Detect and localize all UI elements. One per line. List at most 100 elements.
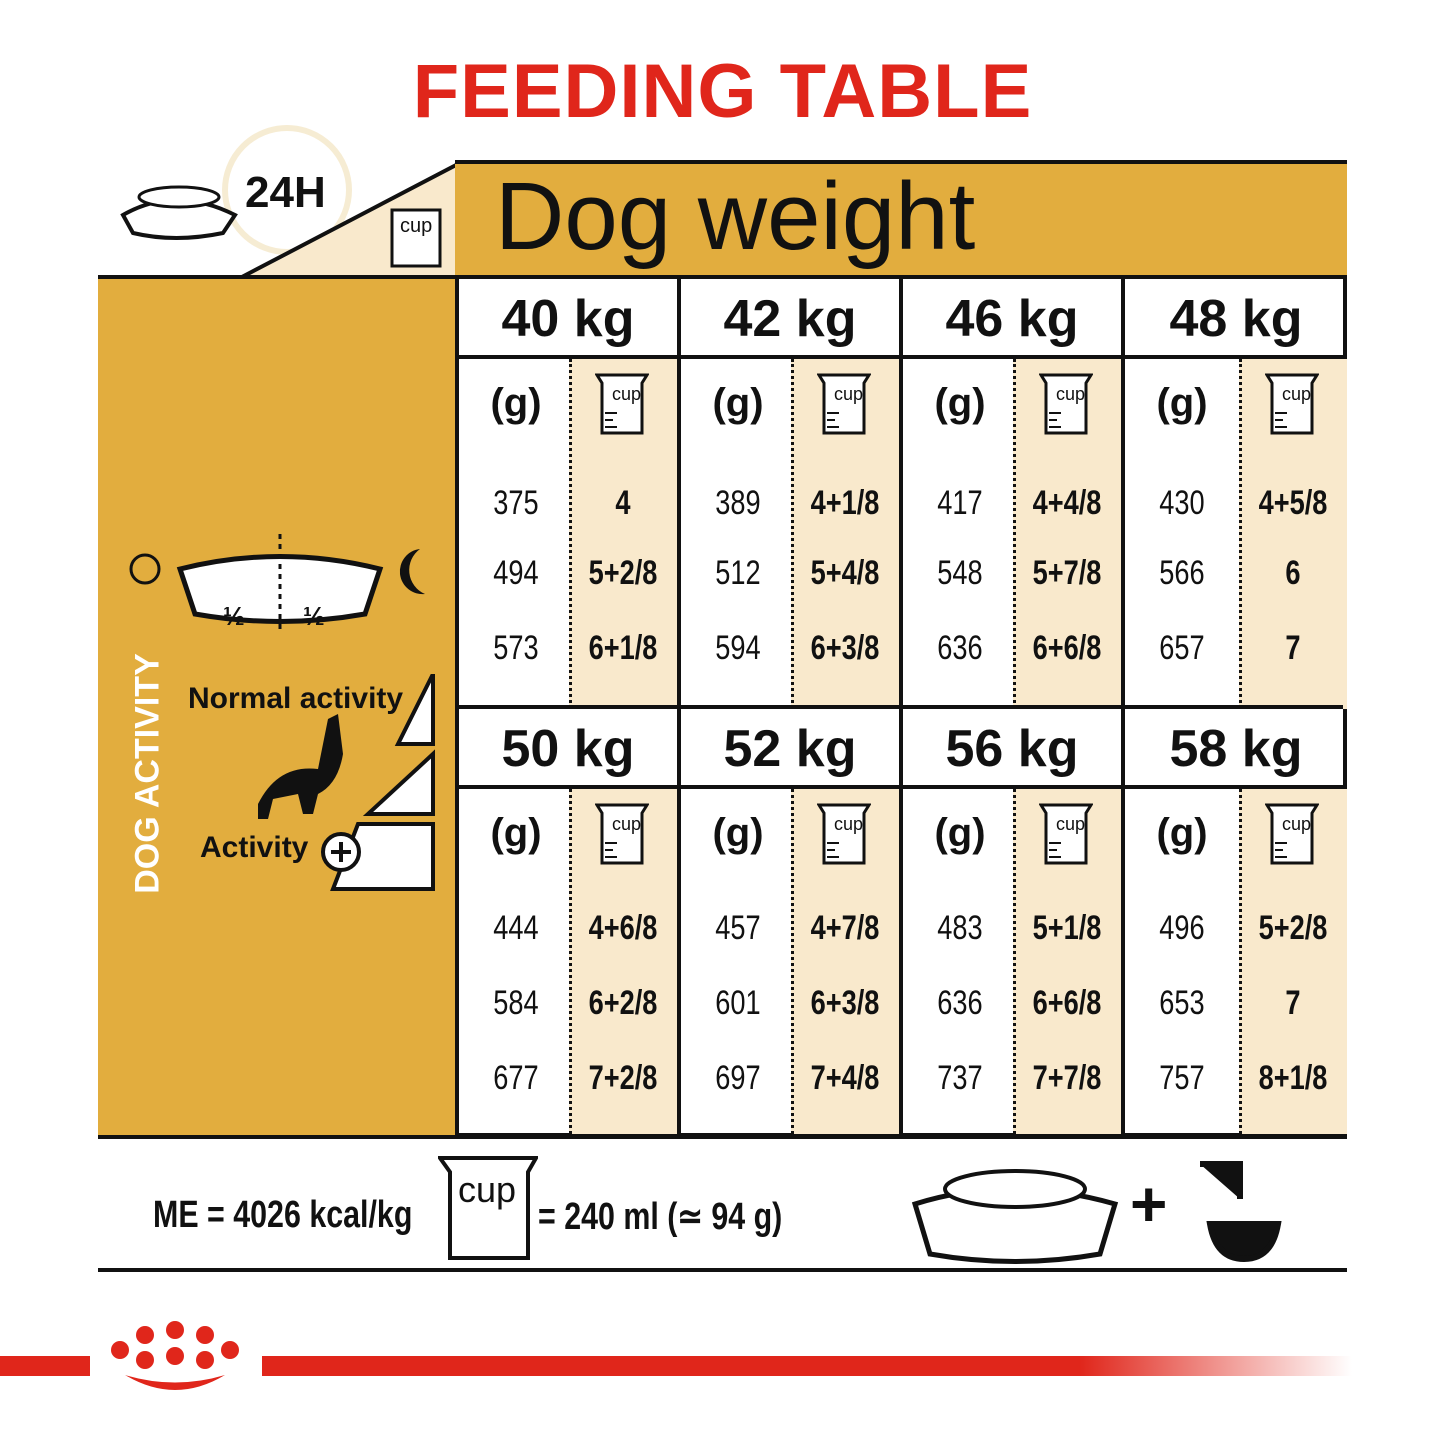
grams-value: 757 (1159, 1059, 1205, 1097)
cups-value: 4+5/8 (1258, 484, 1328, 522)
cups-value: 6 (1285, 554, 1301, 592)
grams-value: 636 (937, 984, 983, 1022)
weight-label: 42 kg (681, 279, 899, 359)
grams-value: 444 (493, 909, 539, 947)
cup-icon (1039, 803, 1093, 865)
cups-value: 5+2/8 (1258, 909, 1328, 947)
water-tap-icon (1200, 1161, 1282, 1263)
cups-value: 7+2/8 (588, 1059, 658, 1097)
cup-icon (438, 1156, 538, 1260)
cups-value: 5+2/8 (588, 554, 658, 592)
bowl-icon (911, 1161, 1282, 1264)
cup-icon (1039, 373, 1093, 435)
grams-value: 496 (1159, 909, 1205, 947)
grams-header: (g) (934, 381, 986, 425)
cup-header: cup (1055, 384, 1085, 404)
dog-weight-header: Dog weight (455, 160, 1347, 278)
dog-activity-label: DOG ACTIVITY (128, 653, 167, 894)
grams-header: (g) (490, 381, 542, 425)
cups-value: 4+4/8 (1032, 484, 1102, 522)
cup-icon: cup (400, 215, 433, 237)
grams-value: 653 (1159, 984, 1205, 1022)
cups-value: 5+4/8 (810, 554, 880, 592)
moon-icon (399, 549, 425, 595)
grams-value: 573 (493, 629, 539, 667)
half-morning: ½ (223, 601, 245, 631)
cups-value: 7+4/8 (810, 1059, 880, 1097)
cup-header: cup (1055, 814, 1085, 834)
cups-value: 6+2/8 (588, 984, 658, 1022)
cup-icon (595, 373, 649, 435)
cups-value: 4+1/8 (810, 484, 880, 522)
cups-value: 5+1/8 (1032, 909, 1102, 947)
activity-panel: ½ ½ Normal activity Activity DOG ACTIVIT… (98, 275, 456, 1137)
normal-activity-label: Normal activity (188, 682, 404, 715)
grams-header: (g) (1156, 381, 1208, 425)
block-divider (459, 705, 1343, 709)
cup-icon (817, 373, 871, 435)
feeding-values: cup (g) 496 5+2/8 653 7 757 8+1/8 (1125, 789, 1347, 1134)
grams-value: 375 (493, 484, 539, 522)
grams-value: 657 (1159, 629, 1205, 667)
cups-value: 4 (615, 484, 631, 522)
feeding-grid: 40 kg cup (g) 375 4 494 5+2/8 573 6+1/8 42 … (455, 275, 1347, 1137)
24h-label: 24H (245, 168, 326, 217)
cup-header: cup (611, 384, 641, 404)
cups-value: 6+3/8 (810, 984, 880, 1022)
weight-label: 48 kg (1125, 279, 1347, 359)
grams-value: 677 (493, 1059, 539, 1097)
grams-value: 737 (937, 1059, 983, 1097)
feeding-values: cup (g) 417 4+4/8 548 5+7/8 636 6+6/8 (903, 359, 1121, 709)
cup-icon (1265, 803, 1319, 865)
weight-column: 52 kg cup (g) 457 4+7/8 601 6+3/8 697 7+4/8 (681, 709, 903, 1134)
cup-icon (1265, 373, 1319, 435)
feeding-values: cup (g) 389 4+1/8 512 5+4/8 594 6+3/8 (681, 359, 899, 709)
weight-label: 46 kg (903, 279, 1121, 359)
grams-header: (g) (1156, 811, 1208, 855)
cups-value: 8+1/8 (1258, 1059, 1328, 1097)
weight-label: 58 kg (1125, 709, 1347, 789)
half-evening: ½ (303, 601, 325, 631)
grams-value: 457 (715, 909, 761, 947)
plus-sign: + (1130, 1168, 1168, 1240)
weight-column: 50 kg cup (g) 444 4+6/8 584 6+2/8 677 7+2/8 (459, 709, 681, 1134)
energy-value: ME = 4026 kcal/kg (153, 1194, 413, 1236)
cup-header: cup (833, 384, 863, 404)
weight-label: 50 kg (459, 709, 677, 789)
grams-value: 601 (715, 984, 761, 1022)
feeding-values: cup (g) 483 5+1/8 636 6+6/8 737 7+7/8 (903, 789, 1121, 1134)
cups-value: 6+1/8 (588, 629, 658, 667)
weight-label: 40 kg (459, 279, 677, 359)
cup-header: cup (833, 814, 863, 834)
grams-header: (g) (712, 381, 764, 425)
page-title: FEEDING TABLE (412, 49, 1033, 134)
grams-header: (g) (934, 811, 986, 855)
weight-column: 40 kg cup (g) 375 4 494 5+2/8 573 6+1/8 (459, 279, 681, 709)
cup-icon (817, 803, 871, 865)
feeding-values: cup (g) 457 4+7/8 601 6+3/8 697 7+4/8 (681, 789, 899, 1134)
cups-value: 4+6/8 (588, 909, 658, 947)
cups-value: 6+3/8 (810, 629, 880, 667)
sun-icon (129, 534, 425, 629)
cups-value: 7+7/8 (1032, 1059, 1102, 1097)
royal-canin-logo (111, 1321, 239, 1390)
weight-label: 52 kg (681, 709, 899, 789)
cups-value: 6+6/8 (1032, 629, 1102, 667)
weight-column: 46 kg cup (g) 417 4+4/8 548 5+7/8 636 6+6/8 (903, 279, 1125, 709)
grams-value: 566 (1159, 554, 1205, 592)
grams-value: 697 (715, 1059, 761, 1097)
grams-value: 494 (493, 554, 539, 592)
dog-weight-title: Dog weight (495, 163, 976, 270)
grams-value: 594 (715, 629, 761, 667)
cups-value: 7 (1285, 984, 1301, 1022)
cups-value: 5+7/8 (1032, 554, 1102, 592)
grams-header: (g) (712, 811, 764, 855)
cups-value: 7 (1285, 629, 1301, 667)
activity-plus-label: Activity (200, 831, 309, 864)
cup-equivalence: = 240 ml (≃ 94 g) (538, 1196, 783, 1238)
cup-label: cup (458, 1169, 517, 1210)
header-diagonal (240, 161, 458, 278)
grams-header: (g) (490, 811, 542, 855)
grams-value: 389 (715, 484, 761, 522)
weight-column: 56 kg cup (g) 483 5+1/8 636 6+6/8 737 7+7/8 (903, 709, 1125, 1134)
